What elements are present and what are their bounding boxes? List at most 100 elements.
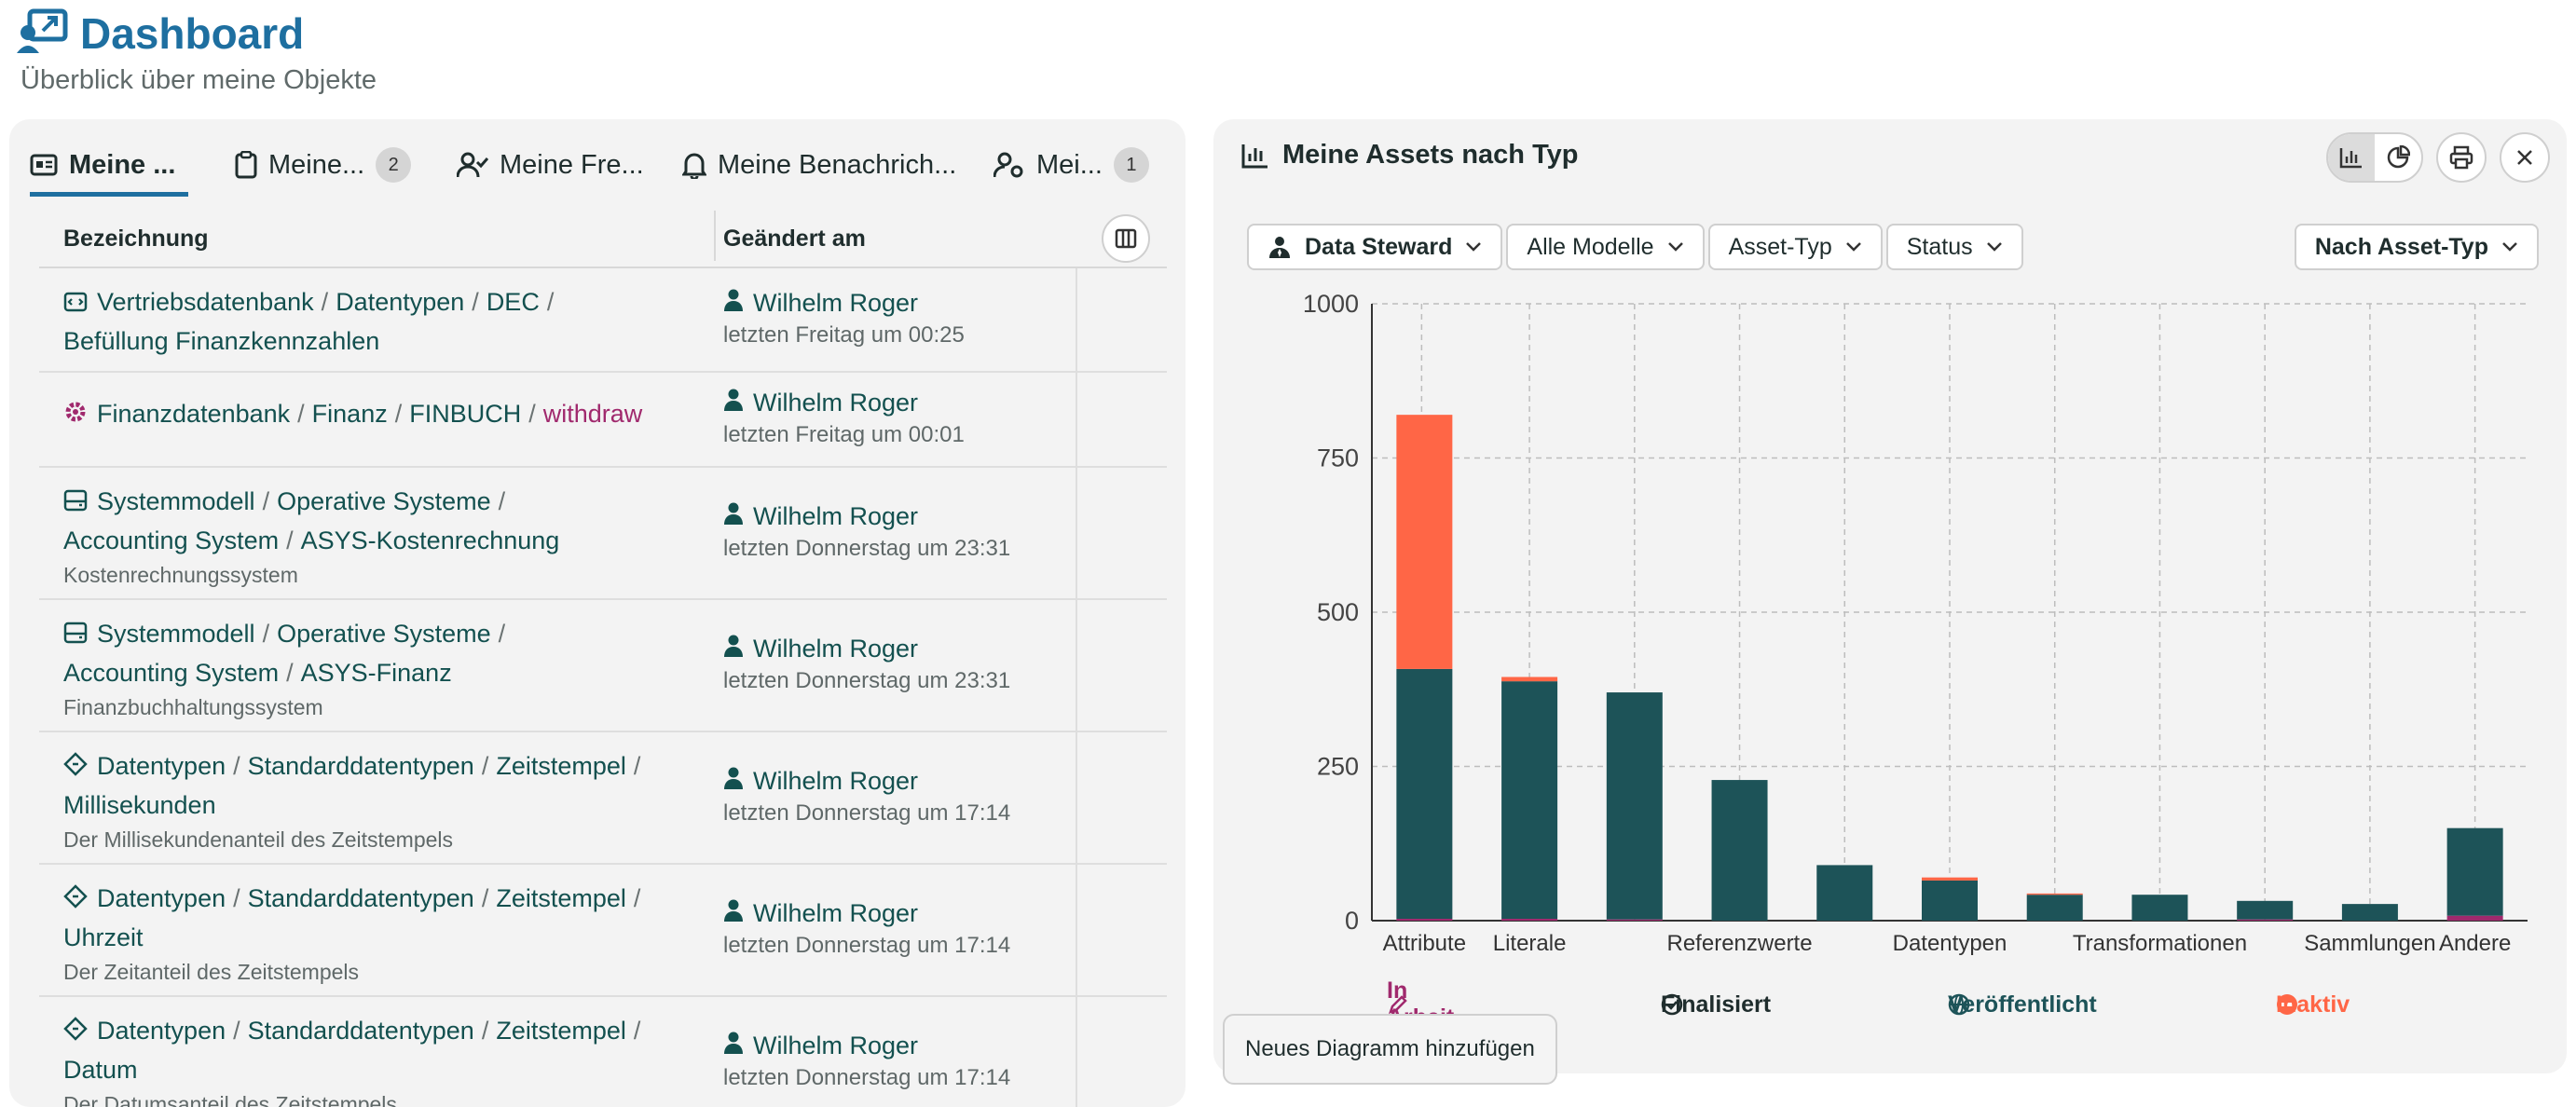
print-button[interactable]	[2436, 132, 2487, 183]
bar-segment	[2446, 827, 2503, 916]
change-time: letzten Donnerstag um 23:31	[723, 536, 1011, 561]
path-separator: /	[286, 658, 294, 687]
user-link[interactable]: Wilhelm Roger	[723, 386, 965, 419]
user-link[interactable]: Wilhelm Roger	[723, 1029, 1010, 1062]
column-divider	[1076, 373, 1077, 466]
user-link[interactable]: Wilhelm Roger	[723, 286, 965, 320]
path-segment-link[interactable]: withdraw	[542, 400, 643, 428]
change-time: letzten Freitag um 00:25	[723, 322, 965, 348]
tab-my-approvals[interactable]: Meine Fre...	[457, 138, 644, 192]
path-separator: /	[633, 1017, 641, 1045]
assets-chart-panel: Meine Assets nach Typ Data Steward Alle …	[1213, 119, 2567, 1073]
change-time: letzten Donnerstag um 17:14	[723, 800, 1011, 826]
path-segment-link[interactable]: Zeitstempel	[496, 752, 626, 780]
legend-item-in-arbeit[interactable]: In Arbeit	[1387, 977, 1454, 1031]
path-separator: /	[286, 526, 294, 554]
path-segment-link[interactable]: Millisekunden	[63, 790, 216, 819]
x-tick-label: Referenzwerte	[1667, 931, 1813, 956]
table-row[interactable]: Systemmodell / Operative Systeme / Accountin…	[39, 468, 1167, 600]
tab-my-notifications[interactable]: Meine Benachrich...	[682, 138, 956, 192]
table-row[interactable]: Datentypen / Standarddatentypen / Zeitstempe…	[39, 997, 1167, 1107]
x-tick-label: Transformationen	[2073, 931, 2247, 956]
group-by-dropdown[interactable]: Nach Asset-Typ	[2294, 224, 2539, 270]
path-segment-link[interactable]: Operative Systeme	[277, 487, 491, 515]
path-segment-link[interactable]: Systemmodell	[97, 487, 255, 515]
user-icon	[723, 286, 744, 320]
change-info: Wilhelm Roger letzten Freitag um 00:01	[723, 386, 965, 451]
column-header-changed[interactable]: Geändert am	[723, 226, 866, 252]
legend-label: Veröffentlicht	[1948, 991, 2097, 1018]
table-row[interactable]: Datentypen / Standarddatentypen / Zeitstempe…	[39, 732, 1167, 865]
path-segment-link[interactable]: Datentypen	[336, 288, 465, 316]
user-gear-icon	[993, 152, 1023, 178]
object-path: Datentypen / Standarddatentypen / Zeitstempe…	[63, 1012, 697, 1107]
path-segment-link[interactable]: FINBUCH	[409, 400, 522, 428]
server-icon	[63, 617, 88, 654]
filter-status[interactable]: Status	[1885, 224, 2023, 270]
column-header-name[interactable]: Bezeichnung	[63, 226, 209, 252]
legend-item-inaktiv[interactable]: Inaktiv	[2276, 991, 2350, 1018]
bar-chart-toggle[interactable]	[2328, 134, 2375, 181]
path-segment-link[interactable]: ASYS-Finanz	[300, 658, 452, 687]
chart-toolbar	[2326, 132, 2550, 183]
path-segment-link[interactable]: Systemmodell	[97, 620, 255, 648]
path-segment-link[interactable]: DEC	[486, 288, 540, 316]
tab-my-objects[interactable]: Meine ...	[30, 138, 188, 197]
change-info: Wilhelm Roger letzten Donnerstag um 17:14	[723, 764, 1010, 829]
tab-my-settings[interactable]: Mei... 1	[993, 138, 1149, 192]
path-segment-link[interactable]: Standarddatentypen	[247, 752, 474, 780]
path-segment-link[interactable]: Accounting System	[63, 658, 280, 687]
path-segment-link[interactable]: ASYS-Kostenrechnung	[300, 526, 560, 554]
add-chart-button[interactable]: Neues Diagramm hinzufügen	[1223, 1014, 1557, 1085]
user-link[interactable]: Wilhelm Roger	[723, 499, 1010, 533]
check-circle-icon	[1661, 993, 1683, 1016]
user-link[interactable]: Wilhelm Roger	[723, 896, 1010, 930]
path-segment-link[interactable]: Finanz	[311, 400, 388, 428]
filter-asset-type[interactable]: Asset-Typ	[1707, 224, 1883, 270]
table-row[interactable]: Vertriebsdatenbank / Datentypen / DEC / Befüll…	[39, 268, 1167, 373]
pie-chart-icon	[2387, 145, 2410, 169]
bar-chart-icon	[1241, 144, 1267, 168]
path-separator: /	[262, 487, 270, 515]
bar-segment	[1711, 780, 1768, 921]
tab-my-tasks[interactable]: Meine... 2	[235, 138, 412, 192]
print-icon	[2449, 145, 2473, 170]
y-tick-label: 1000	[1303, 290, 1359, 318]
bar-chart-icon	[2339, 148, 2362, 169]
table-row[interactable]: Systemmodell / Operative Systeme / Accountin…	[39, 600, 1167, 732]
filter-data-steward[interactable]: Data Steward	[1247, 224, 1503, 270]
path-segment-link[interactable]: Finanzdatenbank	[97, 400, 291, 428]
legend-item-finalisiert[interactable]: Finalisiert	[1661, 991, 1771, 1018]
path-segment-link[interactable]: Standarddatentypen	[247, 884, 474, 912]
path-segment-link[interactable]: Befüllung Finanzkennzahlen	[63, 326, 380, 355]
path-segment-link[interactable]: Datum	[63, 1055, 138, 1084]
user-name: Wilhelm Roger	[753, 1032, 919, 1059]
table-row[interactable]: Finanzdatenbank / Finanz / FINBUCH / withdraw W…	[39, 373, 1167, 468]
filter-models[interactable]: Alle Modelle	[1506, 224, 1705, 270]
minus-circle-icon	[2277, 994, 2297, 1015]
column-divider[interactable]	[714, 211, 716, 261]
path-segment-link[interactable]: Zeitstempel	[496, 1017, 626, 1045]
column-settings-button[interactable]	[1102, 214, 1150, 263]
path-segment-link[interactable]: Operative Systeme	[277, 620, 491, 648]
path-segment-link[interactable]: Standarddatentypen	[247, 1017, 474, 1045]
path-segment-link[interactable]: Datentypen	[97, 1017, 226, 1045]
user-name: Wilhelm Roger	[753, 502, 919, 530]
close-button[interactable]	[2500, 132, 2550, 183]
path-segment-link[interactable]: Accounting System	[63, 526, 280, 554]
user-icon	[723, 1029, 744, 1062]
table-row[interactable]: Datentypen / Standarddatentypen / Zeitstempe…	[39, 865, 1167, 997]
legend-item-veroeffentlicht[interactable]: Veröffentlicht	[1948, 991, 2097, 1018]
change-time: letzten Donnerstag um 23:31	[723, 668, 1011, 693]
path-segment-link[interactable]: Zeitstempel	[496, 884, 626, 912]
path-segment-link[interactable]: Vertriebsdatenbank	[97, 288, 314, 316]
bell-icon	[682, 153, 706, 179]
pie-chart-toggle[interactable]	[2375, 134, 2421, 181]
user-link[interactable]: Wilhelm Roger	[723, 764, 1010, 798]
path-separator: /	[394, 400, 403, 428]
path-segment-link[interactable]: Datentypen	[97, 884, 226, 912]
path-segment-link[interactable]: Uhrzeit	[63, 922, 144, 951]
path-segment-link[interactable]: Datentypen	[97, 752, 226, 780]
object-path: Systemmodell / Operative Systeme / Accountin…	[63, 483, 697, 589]
user-link[interactable]: Wilhelm Roger	[723, 632, 1010, 665]
